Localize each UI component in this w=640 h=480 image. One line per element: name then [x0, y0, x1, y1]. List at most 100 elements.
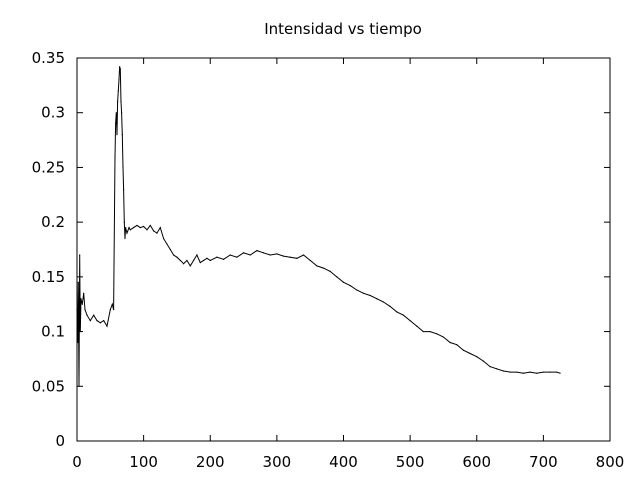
data-point	[120, 101, 122, 103]
data-point	[456, 344, 458, 346]
data-point	[128, 227, 130, 229]
data-point	[356, 289, 358, 291]
data-point	[163, 237, 165, 240]
data-point	[409, 320, 411, 322]
data-point	[84, 309, 86, 311]
data-point	[109, 309, 111, 311]
data-point	[282, 255, 285, 257]
data-point	[329, 270, 331, 272]
series-line	[76, 66, 561, 387]
data-point	[83, 292, 85, 294]
data-point	[117, 101, 119, 103]
data-point	[542, 371, 544, 373]
y-tick-label: 0.15	[32, 268, 65, 286]
data-point	[173, 254, 175, 256]
data-point	[436, 333, 438, 335]
data-point	[126, 232, 128, 234]
data-point	[179, 259, 181, 262]
data-point	[516, 371, 518, 373]
data-point	[169, 248, 171, 251]
data-point	[556, 371, 558, 373]
data-point	[249, 254, 251, 256]
data-point	[122, 166, 124, 169]
data-point	[139, 227, 141, 229]
data-point	[136, 224, 138, 227]
data-point	[123, 188, 125, 190]
data-point	[302, 254, 305, 256]
data-point	[121, 134, 123, 136]
data-point	[176, 256, 178, 258]
data-point	[462, 349, 465, 351]
data-point	[529, 371, 531, 373]
data-point	[119, 66, 121, 68]
data-point	[536, 372, 538, 374]
data-point	[77, 281, 79, 283]
data-point	[115, 112, 117, 114]
data-point	[96, 320, 98, 322]
x-tick-label: 200	[196, 453, 225, 471]
data-point	[119, 68, 121, 70]
data-point	[269, 254, 271, 256]
data-point	[222, 258, 225, 260]
data-point	[117, 90, 119, 92]
data-point	[369, 294, 371, 297]
data-point	[242, 252, 245, 254]
data-point	[342, 281, 345, 283]
data-point	[559, 372, 561, 374]
data-point	[376, 298, 378, 300]
data-point	[422, 330, 425, 333]
data-point	[389, 305, 391, 308]
data-point	[202, 259, 205, 262]
data-point	[296, 257, 298, 259]
y-tick-label: 0.25	[32, 158, 65, 176]
data-point	[149, 224, 151, 227]
y-tick-label: 0.1	[41, 323, 65, 341]
data-point	[116, 134, 118, 136]
data-point	[442, 336, 445, 338]
data-point	[256, 249, 258, 252]
data-point	[99, 322, 101, 324]
data-point	[93, 314, 95, 316]
data-point	[396, 311, 398, 313]
data-point	[86, 314, 88, 316]
y-tick-label: 0.3	[41, 104, 65, 122]
data-point	[114, 155, 116, 158]
data-point	[183, 263, 185, 265]
y-tick-label: 0.05	[32, 377, 65, 395]
data-point	[236, 256, 238, 258]
data-point	[133, 227, 135, 229]
x-tick-label: 100	[129, 453, 158, 471]
data-point	[199, 262, 201, 264]
data-point	[113, 309, 115, 311]
data-point	[322, 267, 325, 269]
data-point	[496, 368, 498, 370]
data-point	[402, 314, 405, 316]
data-point	[156, 232, 158, 234]
data-point	[118, 79, 120, 81]
data-point	[449, 341, 451, 344]
data-point	[192, 259, 195, 262]
data-point	[124, 237, 126, 240]
data-point	[89, 320, 91, 322]
data-point	[509, 371, 511, 373]
data-point	[206, 257, 208, 259]
data-point	[382, 301, 385, 303]
chart-title: Intensidad vs tiempo	[264, 20, 422, 38]
data-point	[146, 229, 148, 231]
data-point	[106, 325, 108, 327]
data-point	[196, 254, 198, 256]
y-axis-ticks: 0 0.05 0.1 0.15 0.2 0.25 0.3 0.35	[32, 49, 610, 450]
data-point	[189, 265, 191, 267]
x-tick-label: 0	[72, 453, 82, 471]
data-point	[229, 254, 231, 256]
x-tick-label: 600	[462, 453, 491, 471]
data-point	[262, 252, 265, 254]
plot-frame	[76, 57, 611, 442]
data-point	[153, 230, 155, 232]
data-point	[362, 292, 365, 294]
x-tick-label: 300	[263, 453, 292, 471]
data-point	[316, 265, 318, 267]
data-point	[502, 370, 504, 372]
data-point	[79, 330, 81, 333]
